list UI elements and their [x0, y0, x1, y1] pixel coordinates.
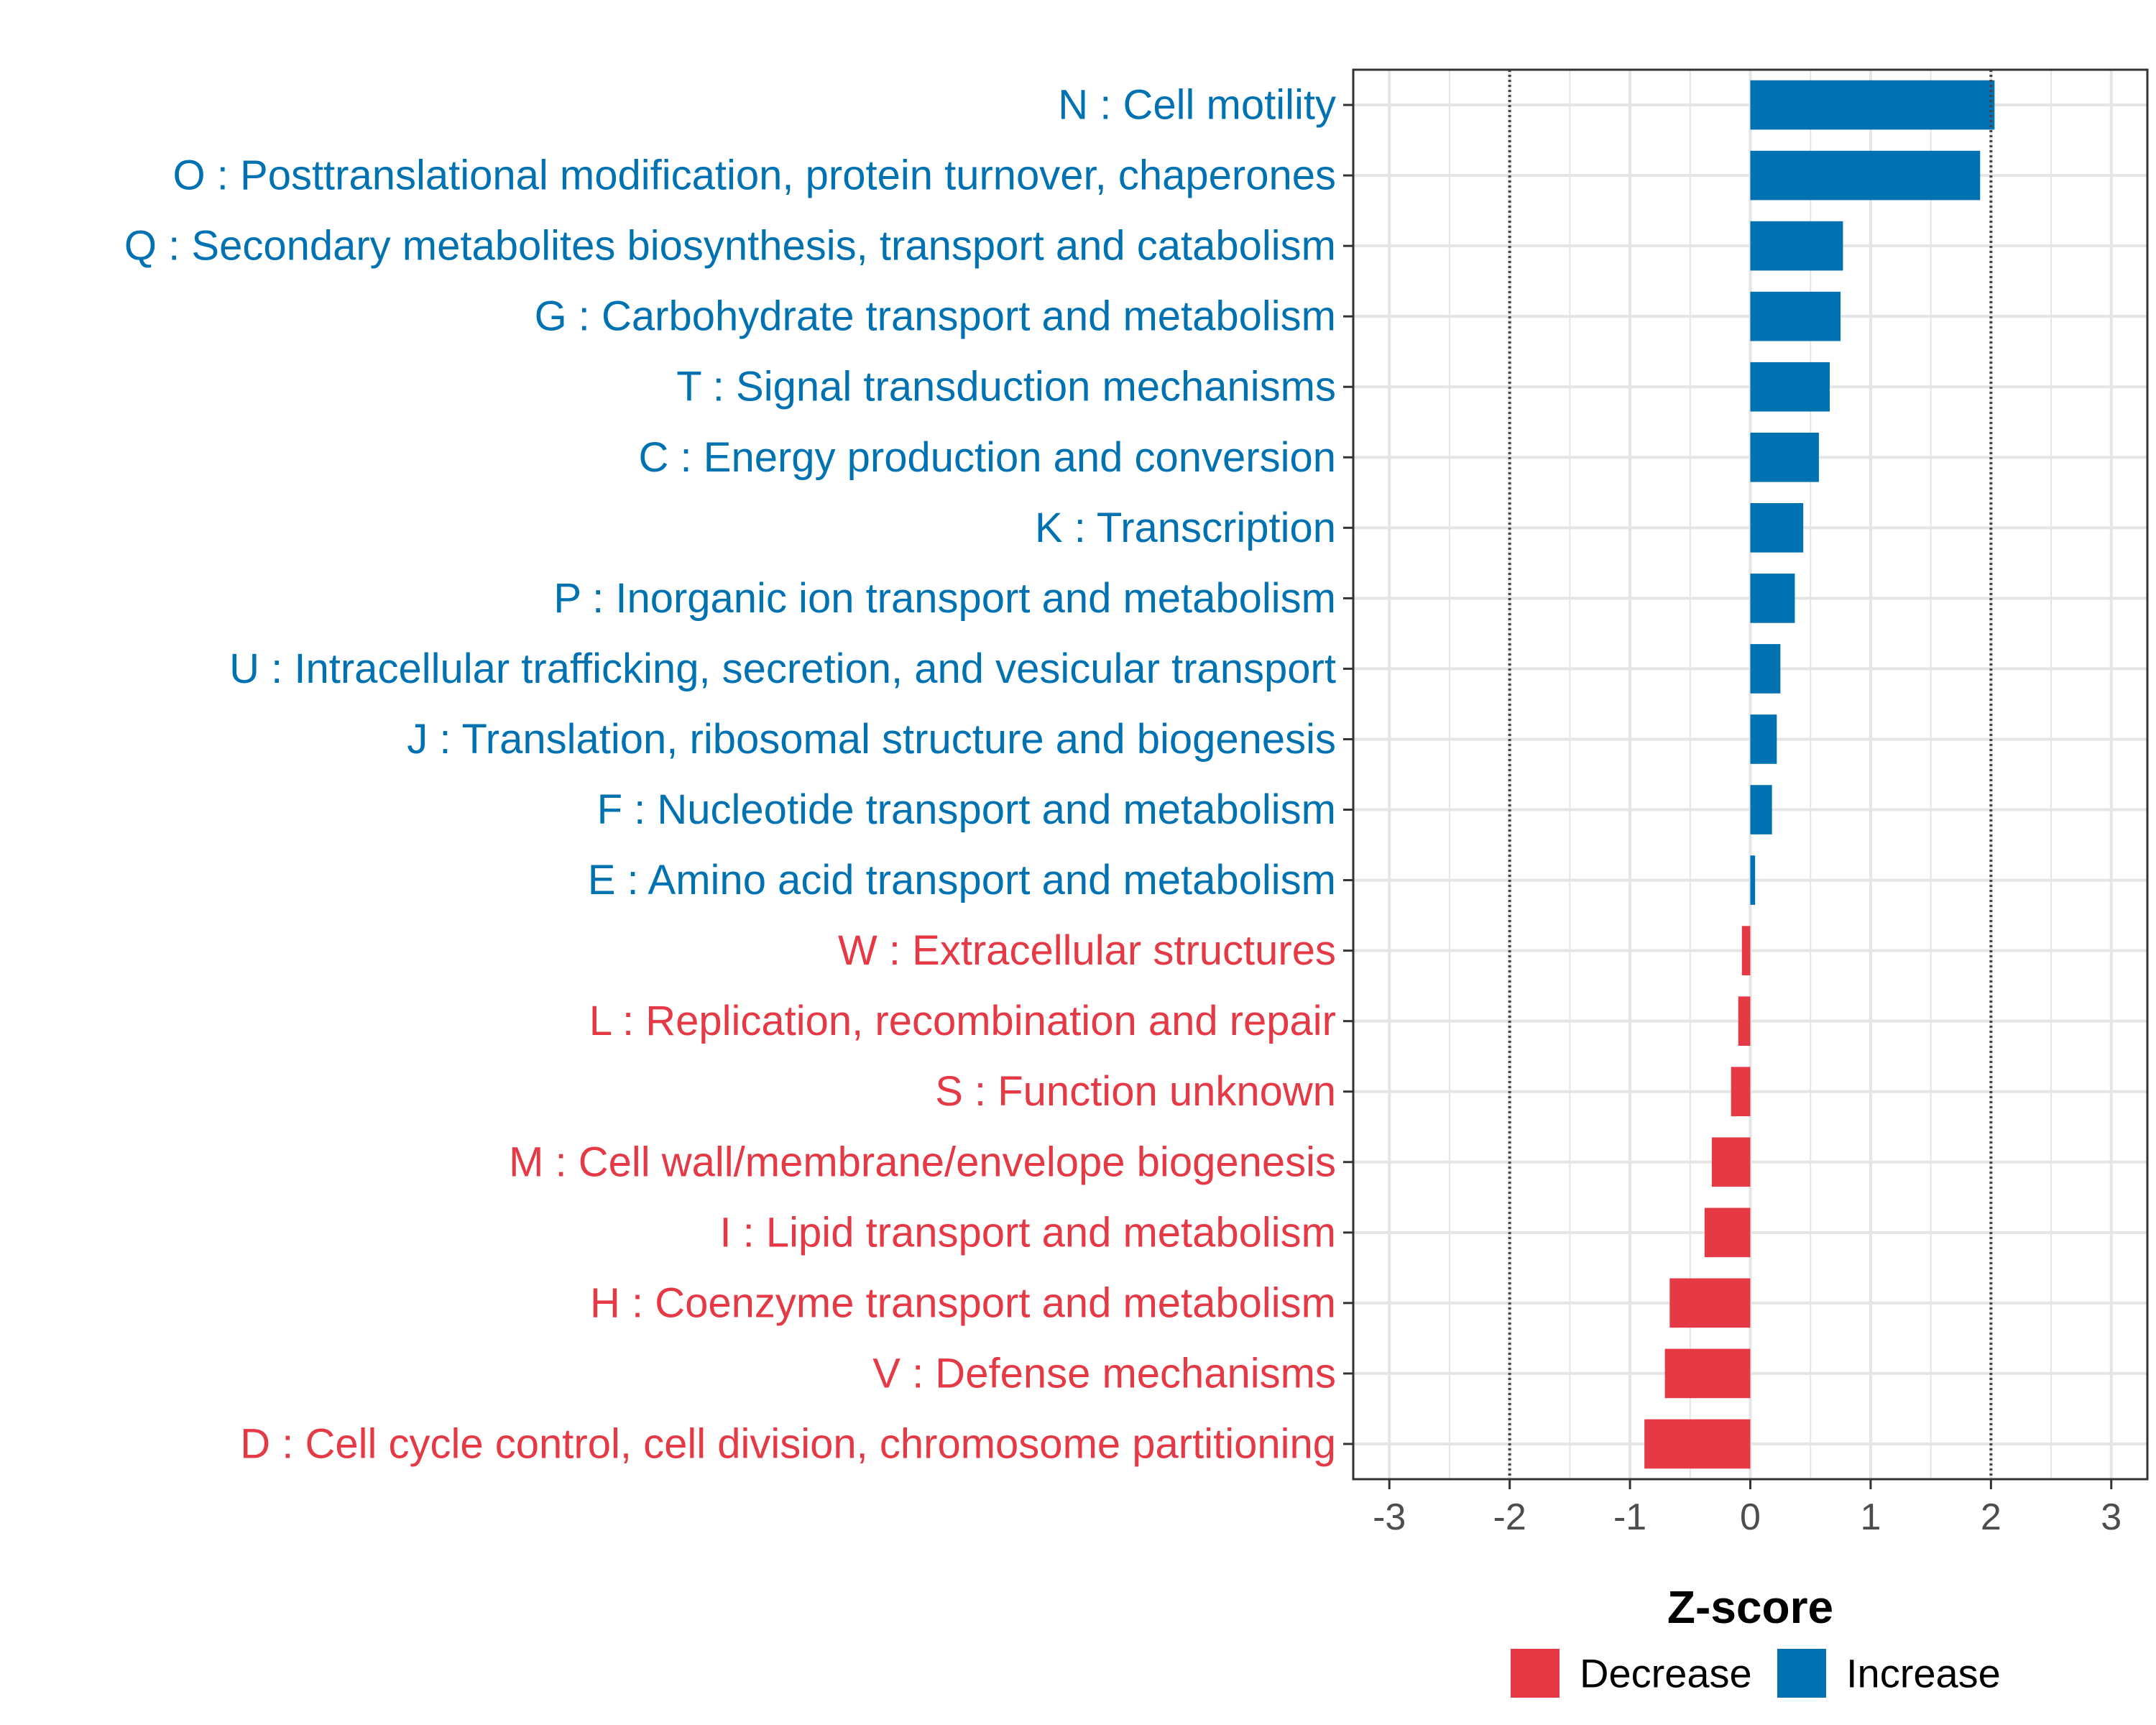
category-label: W : Extracellular structures	[838, 927, 1336, 974]
category-label: V : Defense mechanisms	[872, 1350, 1336, 1397]
x-tick-label: 1	[1860, 1496, 1881, 1538]
bar	[1664, 1348, 1751, 1399]
x-axis: -3 -2 -1 0 1 2 3	[1373, 1479, 2122, 1538]
x-tick-label: 3	[2101, 1496, 2122, 1538]
x-tick-label: 2	[1981, 1496, 2001, 1538]
legend: Decrease Increase	[1511, 1649, 2001, 1698]
x-axis-title: Z-score	[1667, 1581, 1833, 1633]
category-label: Q : Secondary metabolites biosynthesis, …	[124, 223, 1336, 270]
bar	[1750, 362, 1830, 412]
bar	[1750, 714, 1777, 764]
bar	[1738, 996, 1751, 1046]
bar	[1750, 785, 1772, 834]
category-label: L : Replication, recombination and repai…	[589, 998, 1336, 1044]
category-label: U : Intracellular trafficking, secretion…	[229, 645, 1336, 692]
category-label: F : Nucleotide transport and metabolism	[597, 786, 1336, 833]
category-label: O : Posttranslational modification, prot…	[173, 152, 1336, 199]
bar	[1741, 926, 1751, 975]
category-label: I : Lipid transport and metabolism	[719, 1209, 1336, 1256]
category-label: M : Cell wall/membrane/envelope biogenes…	[509, 1138, 1336, 1185]
category-label: K : Transcription	[1035, 505, 1336, 551]
bar	[1750, 574, 1795, 623]
bar	[1750, 644, 1781, 694]
category-label: S : Function unknown	[935, 1068, 1336, 1115]
bar	[1750, 150, 1981, 201]
bar	[1750, 855, 1756, 905]
legend-label: Increase	[1846, 1651, 2001, 1696]
bar	[1669, 1278, 1751, 1328]
category-label: J : Translation, ribosomal structure and…	[407, 716, 1336, 763]
reference-lines	[1508, 70, 1993, 1479]
x-tick-label: 0	[1740, 1496, 1761, 1538]
legend-swatch	[1777, 1649, 1826, 1698]
legend-swatch	[1511, 1649, 1560, 1698]
category-label: D : Cell cycle control, cell division, c…	[240, 1420, 1336, 1467]
y-axis: N : Cell motility O : Posttranslational m…	[124, 82, 1353, 1467]
x-tick-label: -2	[1493, 1496, 1526, 1538]
bar	[1711, 1137, 1751, 1187]
bars	[1644, 80, 1995, 1469]
bar	[1731, 1067, 1751, 1117]
category-label: H : Coenzyme transport and metabolism	[590, 1279, 1336, 1326]
bar	[1704, 1208, 1751, 1258]
x-tick-label: -3	[1373, 1496, 1406, 1538]
category-label: N : Cell motility	[1058, 82, 1336, 129]
bar	[1750, 221, 1843, 271]
x-tick-label: -1	[1613, 1496, 1646, 1538]
category-label: C : Energy production and conversion	[639, 434, 1336, 481]
bar	[1750, 291, 1841, 341]
category-label: E : Amino acid transport and metabolism	[588, 857, 1336, 903]
category-label: P : Inorganic ion transport and metaboli…	[553, 575, 1336, 622]
category-label: G : Carbohydrate transport and metabolis…	[535, 293, 1336, 340]
bar	[1750, 503, 1804, 553]
bar	[1750, 432, 1819, 482]
legend-label: Decrease	[1580, 1651, 1752, 1696]
bar	[1644, 1419, 1751, 1469]
category-label: T : Signal transduction mechanisms	[676, 364, 1336, 410]
bar	[1750, 80, 1995, 130]
